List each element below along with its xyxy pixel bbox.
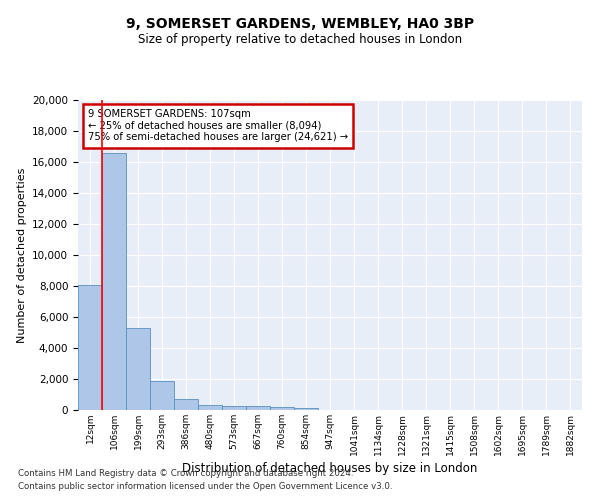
Text: Size of property relative to detached houses in London: Size of property relative to detached ho… [138,32,462,46]
Text: Contains public sector information licensed under the Open Government Licence v3: Contains public sector information licen… [18,482,392,491]
Text: 9, SOMERSET GARDENS, WEMBLEY, HA0 3BP: 9, SOMERSET GARDENS, WEMBLEY, HA0 3BP [126,18,474,32]
Bar [294,408,318,410]
Y-axis label: Number of detached properties: Number of detached properties [17,168,26,342]
Bar [174,399,198,410]
Bar [126,328,150,410]
Bar [102,152,126,410]
Bar [270,407,294,410]
Text: 9 SOMERSET GARDENS: 107sqm
← 25% of detached houses are smaller (8,094)
75% of s: 9 SOMERSET GARDENS: 107sqm ← 25% of deta… [88,110,348,142]
Bar [222,406,246,410]
Bar [198,404,222,410]
Bar [78,284,102,410]
Bar [150,382,174,410]
Text: Contains HM Land Registry data © Crown copyright and database right 2024.: Contains HM Land Registry data © Crown c… [18,468,353,477]
X-axis label: Distribution of detached houses by size in London: Distribution of detached houses by size … [182,462,478,475]
Bar [246,406,270,410]
